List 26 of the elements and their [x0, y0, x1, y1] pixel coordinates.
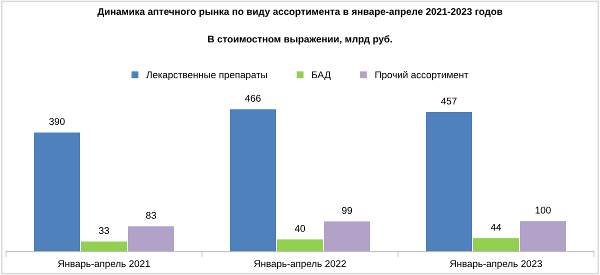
legend-label: Прочий ассортимент	[375, 70, 468, 80]
bar	[472, 238, 520, 252]
bar	[128, 226, 174, 252]
bar	[276, 239, 324, 252]
bar	[324, 221, 370, 252]
x-tick-label: Январь-апрель 2023	[450, 260, 542, 270]
chart-title: Динамика аптечного рынка по виду ассортимента в январе-апреле 2021-2023 годов	[97, 8, 502, 17]
data-label: 40	[294, 225, 306, 232]
bar	[34, 132, 80, 252]
data-label: 466	[245, 94, 261, 102]
data-label: 99	[342, 207, 352, 214]
data-label: 33	[98, 227, 109, 234]
legend-label: Лекарственные препараты	[146, 71, 267, 80]
bar	[80, 242, 128, 252]
data-label: 83	[146, 212, 156, 219]
data-label: 390	[49, 118, 65, 125]
bar	[520, 221, 566, 252]
data-label: 100	[536, 206, 551, 214]
bar	[230, 109, 276, 252]
data-label: 457	[441, 98, 457, 104]
x-tick-label: Январь-апрель 2021	[58, 260, 150, 270]
bar	[426, 112, 472, 252]
data-label: 44	[490, 224, 502, 231]
legend-label: БАД	[312, 71, 331, 80]
x-tick-label: Январь-апрель 2022	[254, 260, 346, 270]
chart-subtitle: В стоимостном выражении, млрд руб.	[208, 35, 392, 44]
